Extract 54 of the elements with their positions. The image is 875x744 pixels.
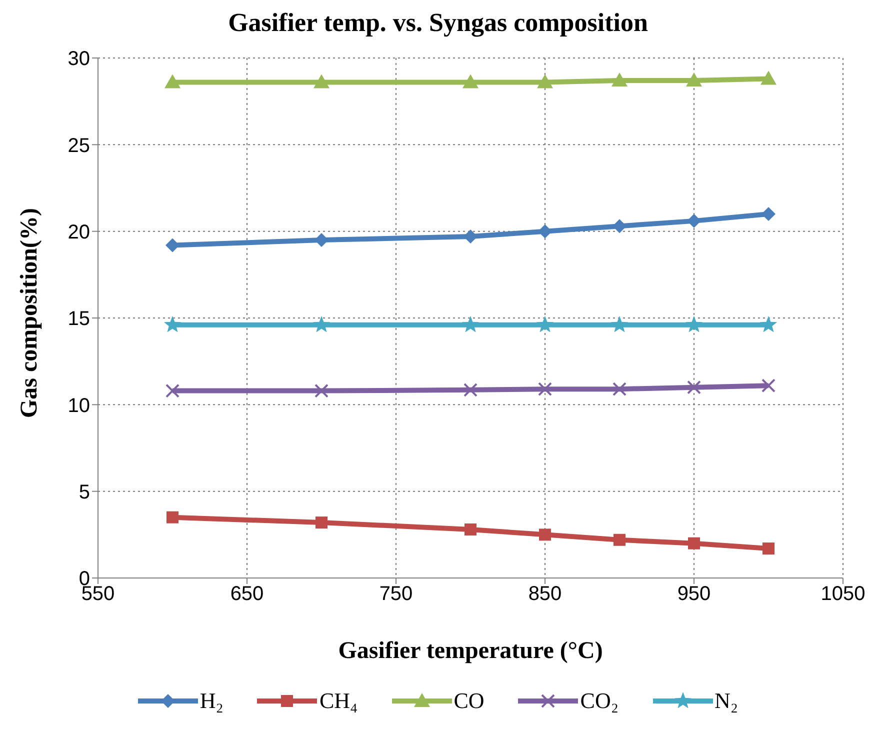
point: [539, 528, 551, 541]
point: [687, 214, 701, 228]
point: [614, 534, 626, 546]
legend-label: CH₄: [319, 688, 358, 714]
point: [612, 382, 626, 396]
point: [316, 516, 328, 529]
x-tick-label: 950: [677, 583, 711, 606]
point: [166, 384, 180, 398]
point: [164, 316, 182, 332]
x-tick-label: 650: [230, 583, 264, 606]
point: [166, 511, 178, 524]
point: [762, 378, 776, 393]
x-tick-label: 750: [379, 583, 413, 606]
point: [164, 74, 180, 88]
point: [536, 316, 554, 332]
point: [760, 70, 776, 85]
point: [762, 207, 776, 221]
point: [687, 380, 701, 394]
y-tick-label: 10: [68, 394, 90, 417]
legend-label: CO: [454, 688, 484, 714]
point: [686, 72, 702, 87]
point: [314, 384, 328, 398]
y-axis-title: Gas composition(%): [16, 208, 43, 418]
point: [166, 238, 180, 252]
y-tick-label: 30: [68, 48, 90, 70]
point: [537, 74, 553, 88]
legend-label: N₂: [714, 688, 738, 714]
point: [612, 72, 628, 87]
point: [462, 74, 478, 88]
legend-label: H₂: [200, 688, 224, 714]
point: [610, 316, 628, 332]
point: [464, 230, 478, 244]
y-tick-label: 20: [68, 221, 90, 244]
point: [312, 316, 330, 332]
chart-title: Gasifier temp. vs. Syngas composition: [227, 8, 649, 38]
point: [538, 382, 552, 396]
point: [462, 316, 480, 332]
x-tick-label: 850: [528, 583, 562, 606]
point: [314, 74, 330, 88]
x-tick-label: 1050: [820, 583, 866, 606]
point: [314, 233, 328, 247]
point: [464, 523, 476, 536]
point: [464, 382, 478, 397]
legend-label: CO₂: [580, 688, 619, 714]
point: [688, 537, 700, 550]
point: [612, 219, 626, 234]
y-tick-label: 5: [78, 481, 90, 504]
point: [760, 316, 778, 332]
point: [762, 542, 774, 555]
point: [538, 224, 552, 238]
y-tick-label: 25: [68, 134, 90, 157]
x-axis-title: Gasifier temperature (°C): [338, 638, 603, 664]
point: [685, 316, 703, 332]
y-tick-label: 15: [68, 308, 90, 330]
